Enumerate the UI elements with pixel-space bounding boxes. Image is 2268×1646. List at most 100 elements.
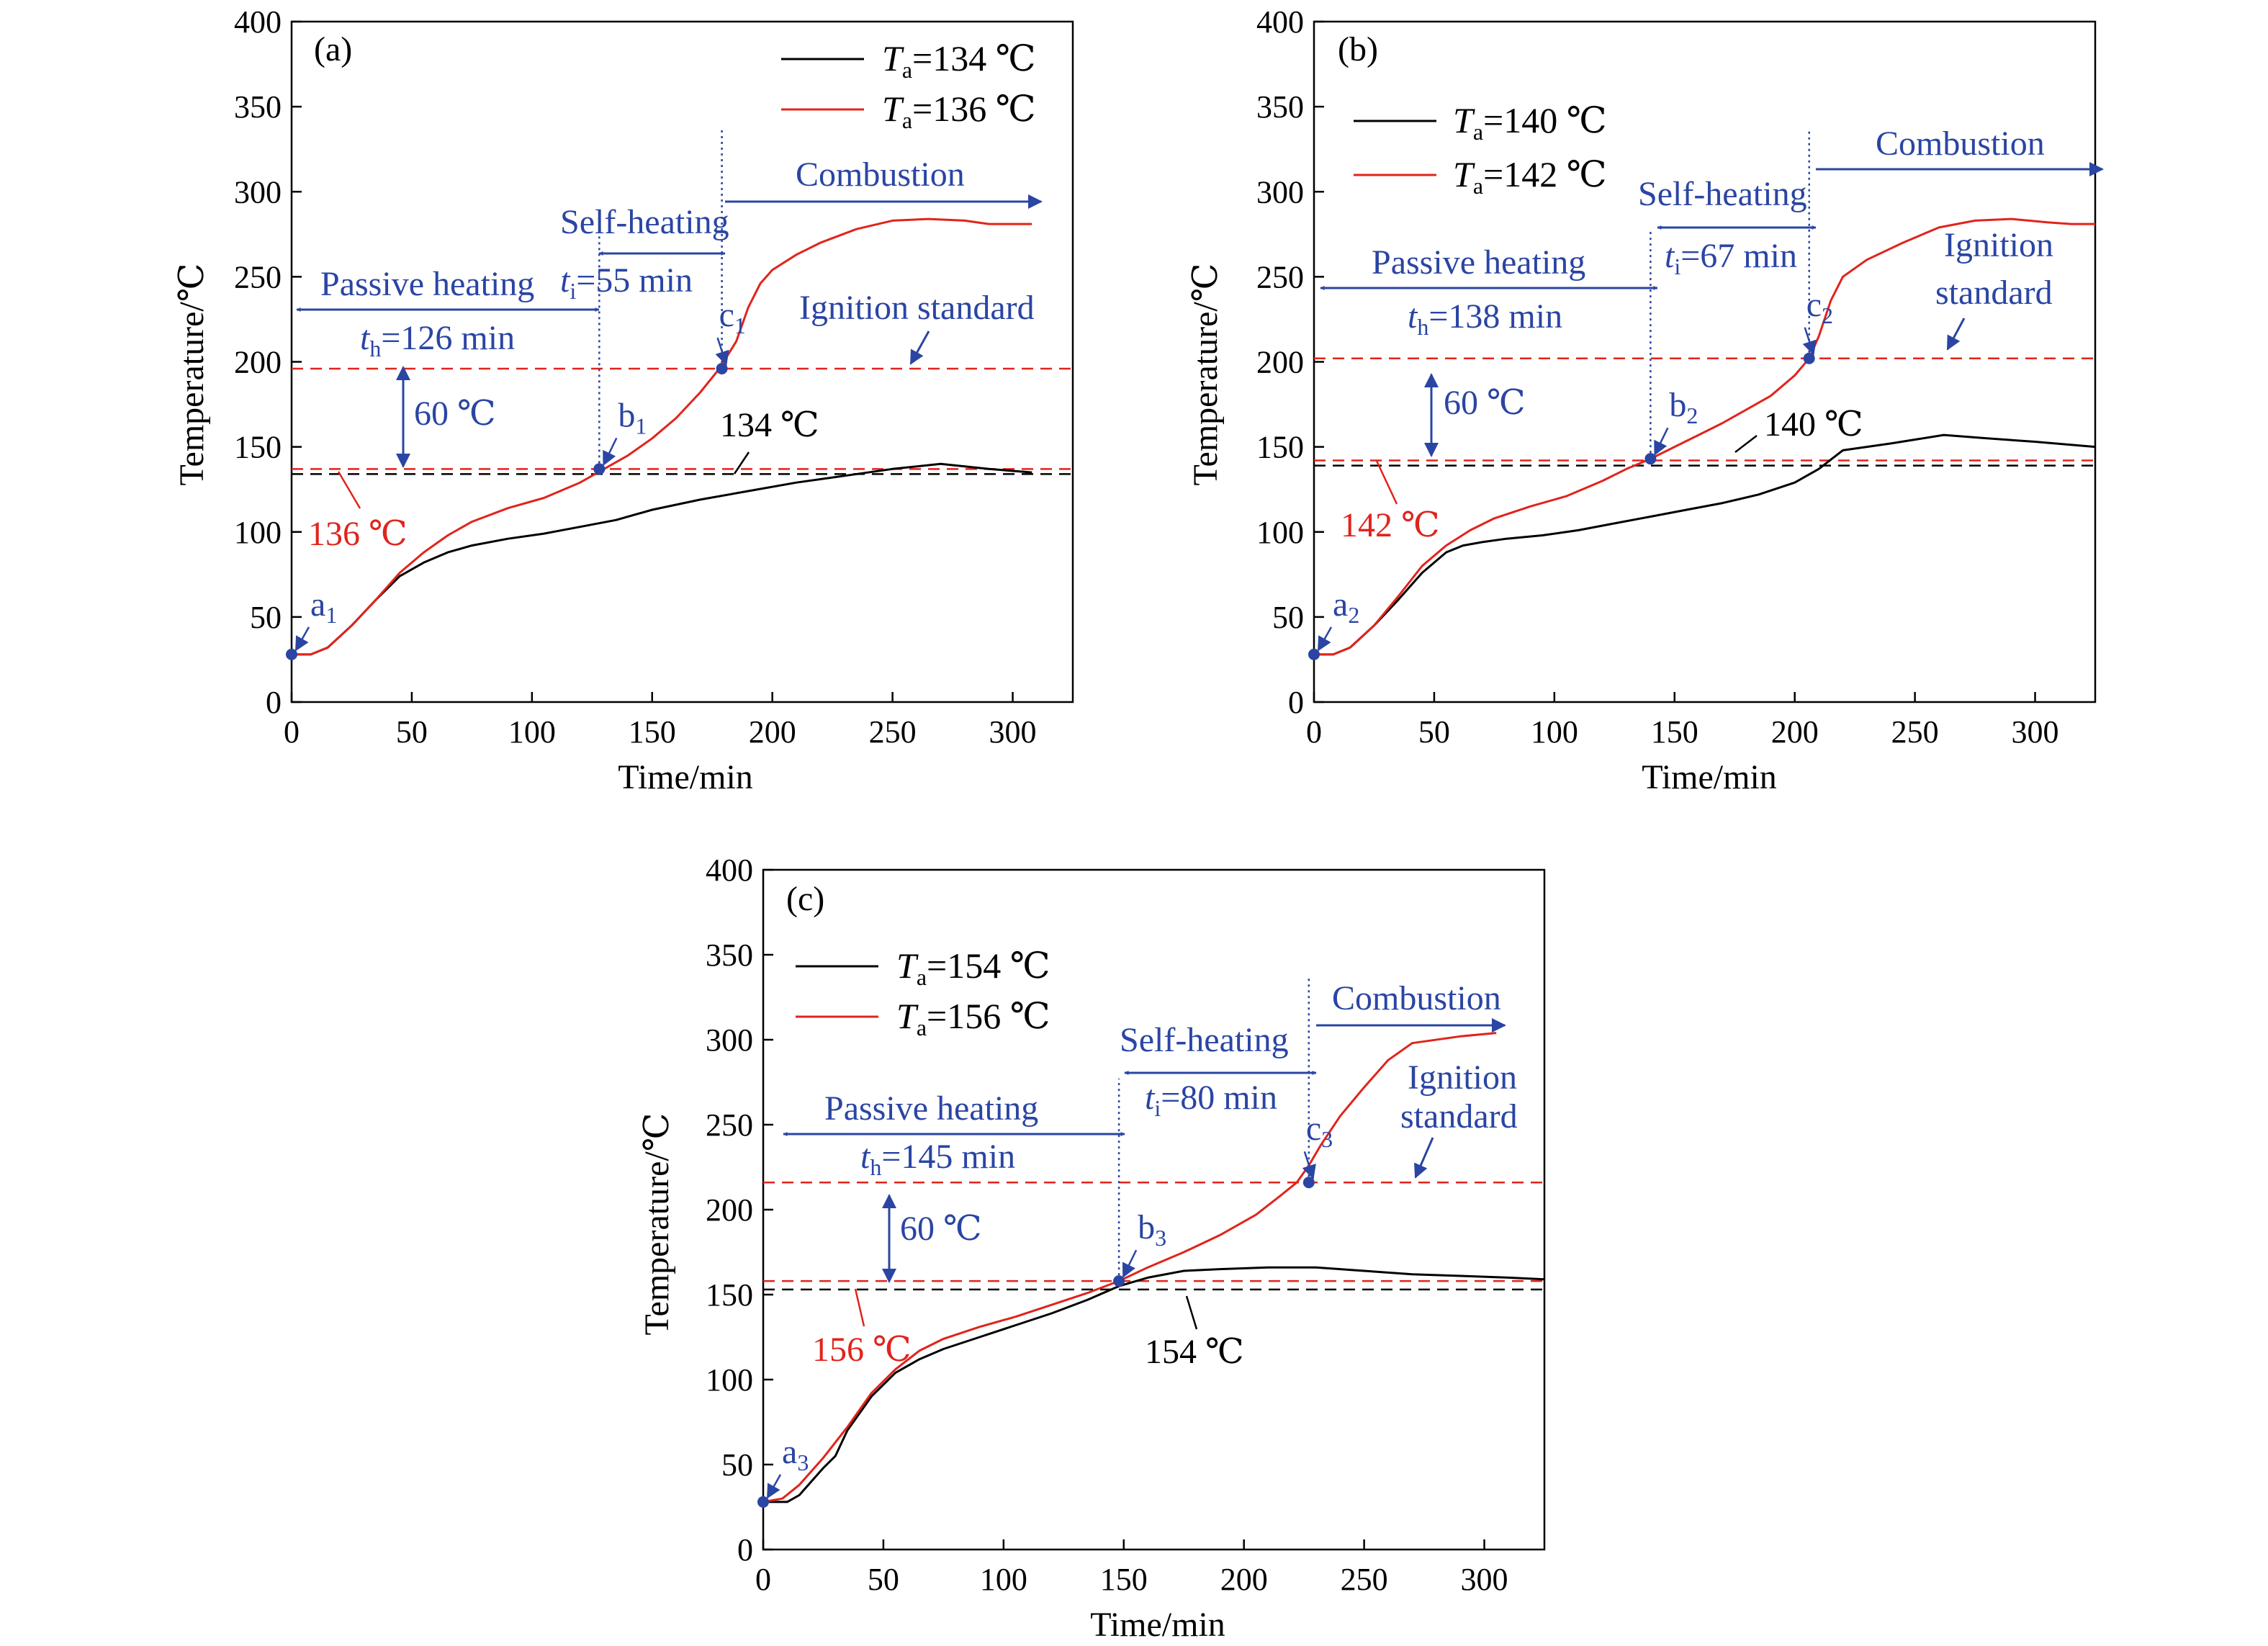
- panel-a-th-label: th=126 min: [360, 319, 515, 361]
- panel-c-xtick-label: 100: [980, 1562, 1027, 1597]
- panel-a-gap-label: 60 ℃: [414, 395, 496, 433]
- panel-c-black-ref-label: 154 ℃: [1145, 1333, 1244, 1371]
- panel-a-ytick-label: 350: [234, 89, 282, 125]
- panel-b-legend-2: Ta=142 ℃: [1453, 154, 1607, 199]
- panel-c-combustion-label: Combustion: [1332, 979, 1501, 1017]
- panel-c-self-label: Self-heating: [1120, 1021, 1289, 1059]
- panel-a-point-c: [716, 362, 728, 374]
- panel-b-point-c-label: c2: [1806, 286, 1833, 328]
- panel-b-point-c: [1803, 352, 1815, 364]
- panel-c-xlabel: Time/min: [1090, 1606, 1225, 1644]
- panel-a-xtick-label: 100: [508, 714, 556, 750]
- panel-a-passive-label: Passive heating: [320, 265, 534, 303]
- panel-c-point-a: [757, 1496, 769, 1508]
- panel-c-ytick-label: 250: [706, 1107, 753, 1143]
- panel-b-ylabel: Temperature/℃: [1187, 264, 1225, 486]
- panel-b-ytick-label: 150: [1256, 430, 1304, 465]
- panel-b-red-ref-leader: [1375, 460, 1398, 505]
- panel-a-legend-1: Ta=134 ℃: [882, 38, 1036, 83]
- panel-c-point-a-pointer: [766, 1474, 782, 1499]
- panel-b-black-ref-leader: [1734, 435, 1758, 453]
- panel-c-legend-1: Ta=154 ℃: [896, 945, 1050, 990]
- panel-a-point-b: [593, 463, 606, 475]
- panel-c-ytick-label: 300: [706, 1022, 753, 1058]
- panel-b: 0 50 100 150 200 250 300 0 50 100 150 200 250 300 350 4…: [1187, 4, 2104, 796]
- panel-a-point-c-label: c1: [719, 296, 746, 338]
- panel-a-ignition-label: Ignition standard: [799, 289, 1035, 327]
- panel-b-self-label: Self-heating: [1638, 175, 1807, 213]
- panel-b-frame: [1313, 20, 2097, 703]
- panel-b-point-a-pointer: [1317, 626, 1333, 652]
- panel-a-legend-2: Ta=136 ℃: [882, 89, 1036, 133]
- panel-c-ytick-label: 350: [706, 937, 753, 973]
- panel-a-plot: a1 b1 c1: [286, 130, 1073, 660]
- panel-b-point-a-label: a2: [1333, 585, 1359, 628]
- panel-c-point-b-label: b3: [1138, 1208, 1166, 1251]
- panel-a-ytick-label: 200: [234, 345, 282, 380]
- panel-b-axes: 0 50 100 150 200 250 300 0 50 100 150 200 250 300 350 4…: [1256, 4, 2097, 750]
- panel-b-ignition-label-2: standard: [1935, 274, 2053, 312]
- panel-b-point-c-pointer: [1802, 327, 1817, 356]
- panel-a-label: (a): [314, 30, 352, 68]
- panel-c-point-b-pointer: [1122, 1249, 1138, 1278]
- panel-c-xtick-label: 200: [1220, 1562, 1268, 1597]
- panel-a-xlabel: Time/min: [618, 758, 753, 796]
- panel-a-point-a-pointer: [294, 626, 310, 652]
- panel-b-ytick-label: 100: [1256, 515, 1304, 550]
- panel-a-ti-label: ti=55 min: [560, 261, 693, 304]
- panel-a-xtick-label: 150: [629, 714, 676, 750]
- panel-b-xtick-label: 150: [1651, 714, 1698, 750]
- panel-a-ytick-label: 50: [250, 600, 282, 635]
- panel-a-xtick-label: 250: [869, 714, 917, 750]
- panel-c-point-b: [1113, 1275, 1125, 1287]
- panel-a-ytick-label: 400: [234, 4, 282, 40]
- panel-b-ytick-label: 350: [1256, 89, 1304, 125]
- panel-a-xtick-label: 200: [749, 714, 796, 750]
- panel-c-ytick-label: 400: [706, 853, 753, 888]
- panel-c-xtick-label: 0: [755, 1562, 771, 1597]
- panel-b-point-b-pointer: [1654, 427, 1669, 456]
- panel-c-xtick-label: 300: [1461, 1562, 1508, 1597]
- panel-a-ytick-label: 100: [234, 515, 282, 550]
- panel-b-ignition-pointer: [1946, 318, 1966, 351]
- panel-b-black-ref-label: 140 ℃: [1764, 405, 1863, 444]
- panel-b-ytick-label: 400: [1256, 4, 1304, 40]
- panel-b-series-0: [1314, 433, 2096, 656]
- panel-b-ignition-label-1: Ignition: [1944, 226, 2053, 264]
- panel-c-point-c: [1302, 1177, 1315, 1189]
- panel-c-xtick-label: 150: [1100, 1562, 1148, 1597]
- panel-a-series-0: [292, 462, 1032, 656]
- panel-b-xtick-label: 50: [1418, 714, 1450, 750]
- panel-b-xtick-label: 250: [1891, 714, 1939, 750]
- panel-c-ytick-label: 200: [706, 1192, 753, 1228]
- panel-c-ignition-pointer: [1414, 1137, 1434, 1179]
- panel-a-series-1: [292, 217, 1032, 656]
- panel-b-series-1: [1314, 217, 2095, 656]
- panel-b-ytick-label: 0: [1288, 685, 1304, 720]
- panel-b-passive-label: Passive heating: [1372, 243, 1585, 282]
- panel-a-combustion-label: Combustion: [796, 156, 965, 194]
- panel-c: 0 50 100 150 200 250 300 0 50 100 150 200 250 300 350 4…: [638, 853, 1546, 1644]
- panel-c-passive-label: Passive heating: [824, 1089, 1038, 1128]
- panel-b-ytick-label: 300: [1256, 174, 1304, 210]
- panel-b-red-ref-label: 142 ℃: [1341, 506, 1440, 544]
- panel-b-label: (b): [1338, 30, 1378, 68]
- panel-a-red-ref-label: 136 ℃: [308, 515, 408, 553]
- panel-a-point-b-pointer: [603, 437, 618, 467]
- panel-c-point-a-label: a3: [782, 1433, 809, 1475]
- panel-c-ylabel: Temperature/℃: [638, 1113, 676, 1336]
- panel-c-black-ref-leader: [1185, 1295, 1198, 1330]
- panel-a: 0 50 100 150 200 250 300 0 50 100 150 200 250 300 350 4…: [173, 4, 1074, 796]
- panel-c-point-c-label: c3: [1306, 1110, 1333, 1152]
- panel-a-xtick-label: 50: [396, 714, 428, 750]
- panel-c-ytick-label: 0: [737, 1532, 753, 1568]
- panel-c-axes: 0 50 100 150 200 250 300 0 50 100 150 200 250 300 350 4…: [706, 853, 1546, 1597]
- panel-c-point-c-pointer: [1302, 1151, 1316, 1180]
- panel-b-ytick-label: 250: [1256, 259, 1304, 294]
- panel-c-label: (c): [786, 880, 824, 918]
- panel-c-xtick-label: 250: [1341, 1562, 1388, 1597]
- panel-a-ytick-label: 300: [234, 174, 282, 210]
- panel-c-legend-2: Ta=156 ℃: [896, 996, 1050, 1040]
- panel-a-xtick-label: 0: [284, 714, 300, 750]
